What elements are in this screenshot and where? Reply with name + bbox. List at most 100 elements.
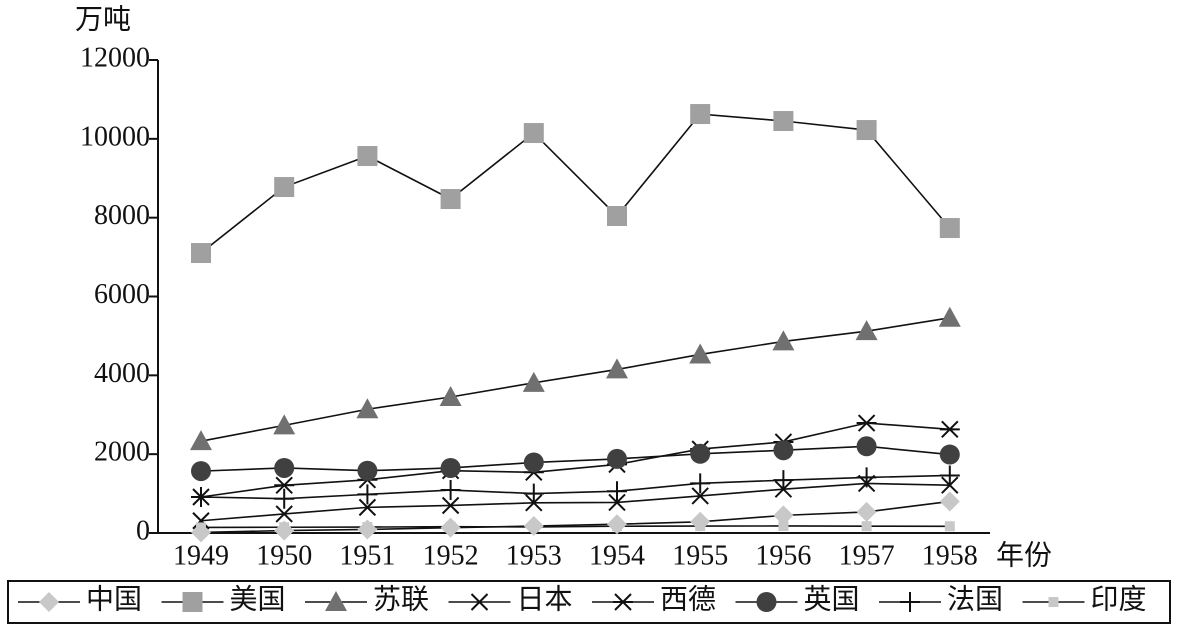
series-line	[200, 422, 950, 498]
data-point	[441, 496, 460, 515]
data-point	[778, 520, 789, 531]
legend-label: 西德	[660, 583, 716, 615]
data-point	[358, 498, 377, 517]
data-point	[192, 512, 210, 530]
legend-label: 法国	[947, 583, 1003, 615]
data-point	[773, 111, 794, 132]
y-tick-label: 10000	[80, 121, 150, 152]
data-point	[522, 371, 545, 392]
legend-label: 苏联	[373, 583, 429, 615]
series-line	[200, 113, 951, 254]
data-point	[440, 457, 461, 478]
legend-label: 美国	[230, 583, 286, 615]
data-point	[274, 177, 295, 198]
series-line	[200, 474, 950, 500]
series-line	[200, 445, 950, 472]
y-axis-label: 万吨	[75, 3, 131, 35]
y-tick-label: 8000	[94, 200, 150, 231]
x-tick-label: 1956	[755, 540, 811, 571]
x-tick-label: 1949	[173, 540, 229, 571]
data-point	[856, 467, 877, 488]
data-point	[690, 443, 711, 464]
legend-marker	[613, 593, 633, 611]
data-point	[939, 444, 960, 465]
data-point	[445, 521, 456, 532]
data-point	[939, 491, 960, 512]
data-point	[690, 104, 711, 125]
series-line	[200, 316, 950, 442]
data-point	[196, 522, 206, 533]
data-point	[773, 470, 794, 491]
data-point	[191, 487, 211, 508]
legend-label: 中国	[86, 583, 142, 615]
series-line	[200, 482, 950, 522]
x-tick-label: 1955	[672, 540, 728, 571]
data-point	[528, 521, 539, 532]
data-point	[856, 501, 877, 522]
data-point	[612, 521, 622, 532]
data-point	[939, 420, 960, 439]
data-point	[357, 146, 378, 167]
legend-marker	[325, 591, 347, 611]
data-point	[855, 320, 878, 341]
legend-marker	[39, 592, 59, 612]
data-point	[356, 398, 379, 419]
data-point	[773, 505, 794, 526]
data-point	[607, 206, 627, 227]
data-point	[939, 465, 960, 486]
data-point	[772, 330, 795, 351]
data-point	[523, 452, 544, 473]
y-tick-label: 0	[136, 515, 150, 546]
data-point	[190, 430, 212, 451]
y-tick-label: 6000	[94, 279, 150, 310]
data-point	[607, 448, 627, 469]
data-point	[191, 243, 211, 264]
x-tick-label: 1950	[256, 540, 312, 571]
x-axis-label: 年份	[996, 539, 1052, 571]
data-point	[191, 461, 211, 482]
x-tick-label: 1954	[589, 540, 645, 571]
legend-marker	[470, 593, 489, 611]
series-line	[200, 500, 950, 534]
legend-label: 日本	[517, 583, 573, 615]
legend-marker	[182, 592, 203, 612]
data-point	[274, 457, 295, 478]
data-point	[695, 521, 706, 532]
data-point	[689, 343, 712, 364]
data-point	[439, 386, 462, 407]
data-point	[279, 522, 290, 533]
data-point	[856, 414, 877, 432]
y-tick-label: 4000	[94, 358, 150, 389]
data-point	[362, 522, 373, 533]
data-point	[275, 505, 293, 523]
series-line	[200, 525, 950, 529]
data-point	[274, 488, 295, 509]
x-tick-label: 1957	[839, 540, 895, 571]
data-point	[938, 306, 961, 327]
data-point	[274, 476, 295, 495]
legend-marker	[900, 592, 920, 612]
legend-marker	[756, 592, 777, 612]
x-tick-label: 1953	[506, 540, 562, 571]
data-point	[861, 521, 872, 532]
data-point	[939, 218, 960, 239]
y-tick-label: 12000	[80, 42, 150, 73]
data-point	[273, 414, 296, 435]
legend-box	[7, 580, 1171, 624]
data-point	[357, 460, 378, 481]
legend-marker	[1048, 597, 1059, 607]
data-point	[607, 481, 627, 502]
x-tick-label: 1958	[922, 540, 978, 571]
x-tick-label: 1951	[339, 540, 395, 571]
data-point	[944, 521, 955, 532]
data-point	[606, 358, 628, 379]
x-tick-label: 1952	[423, 540, 479, 571]
legend-label: 印度	[1091, 583, 1147, 615]
data-point	[773, 440, 794, 461]
data-point	[608, 493, 626, 512]
data-point	[856, 120, 877, 141]
data-point	[523, 483, 544, 504]
data-point	[691, 487, 709, 505]
data-point	[440, 480, 461, 501]
